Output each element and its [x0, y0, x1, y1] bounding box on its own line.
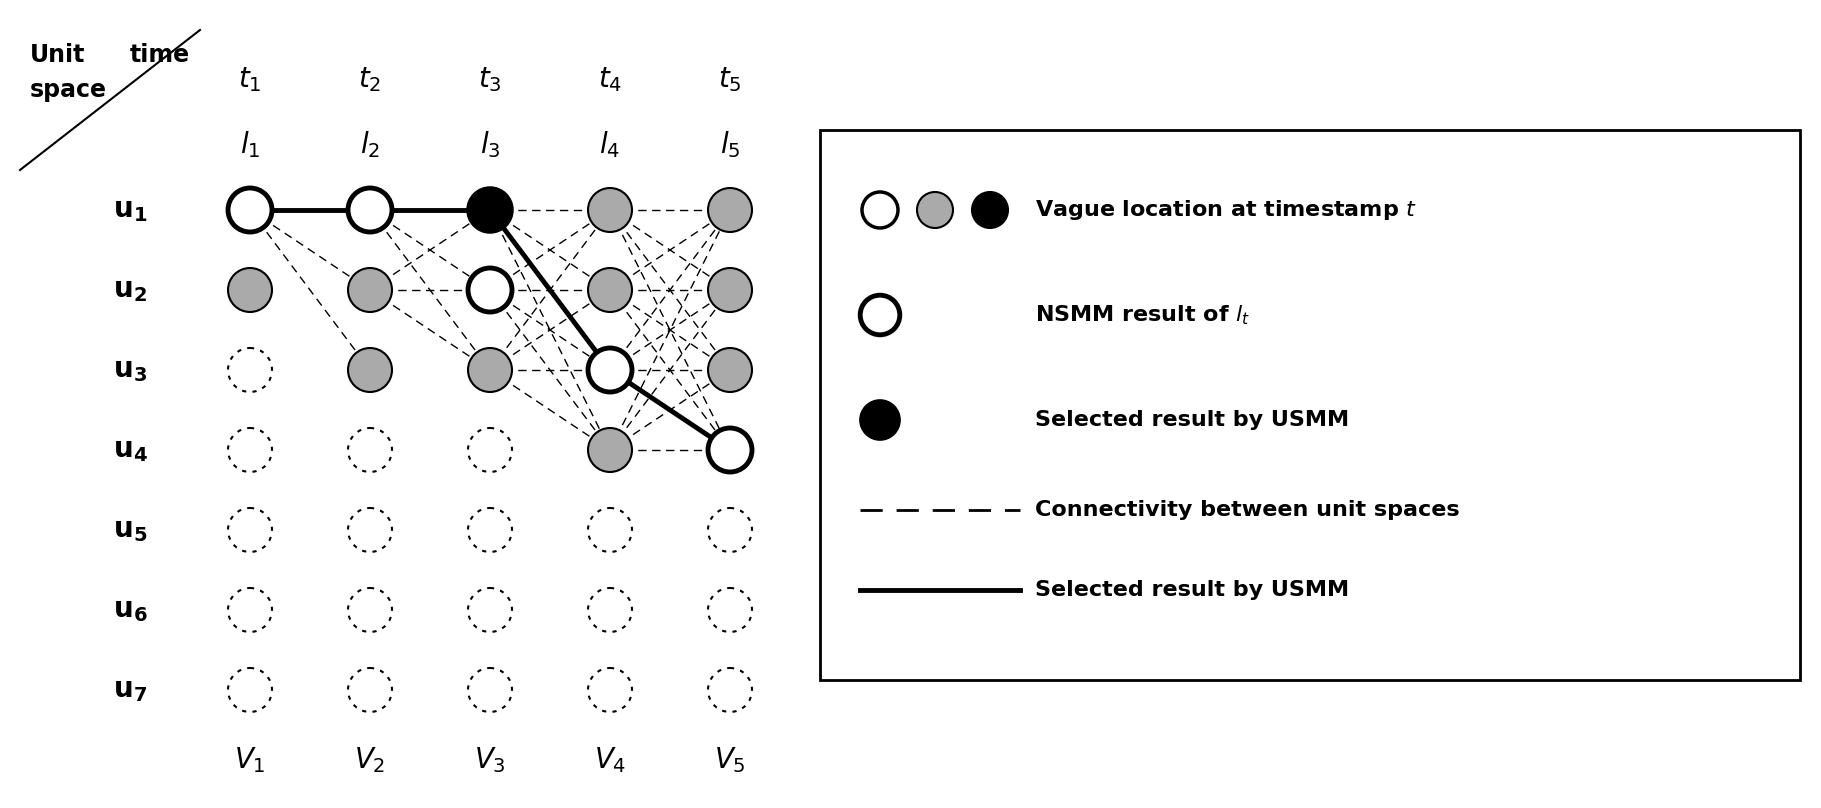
Text: $V_1$: $V_1$: [235, 745, 266, 775]
Circle shape: [708, 588, 752, 632]
Circle shape: [708, 668, 752, 712]
Text: Selected result by USMM: Selected result by USMM: [1034, 580, 1349, 600]
Circle shape: [708, 348, 752, 392]
Circle shape: [972, 192, 1009, 228]
Text: $\mathbf{u_3}$: $\mathbf{u_3}$: [113, 356, 148, 384]
Circle shape: [348, 188, 392, 232]
Circle shape: [468, 428, 512, 472]
Circle shape: [708, 428, 752, 472]
Text: $l_4$: $l_4$: [599, 129, 621, 161]
Circle shape: [861, 192, 898, 228]
Circle shape: [348, 668, 392, 712]
Text: $t_1$: $t_1$: [239, 65, 262, 95]
Circle shape: [588, 508, 632, 552]
Text: $t_5$: $t_5$: [717, 65, 741, 95]
Circle shape: [468, 668, 512, 712]
Circle shape: [588, 668, 632, 712]
Text: Connectivity between unit spaces: Connectivity between unit spaces: [1034, 500, 1460, 520]
Circle shape: [860, 295, 900, 335]
Text: Vague location at timestamp $t$: Vague location at timestamp $t$: [1034, 198, 1417, 222]
Circle shape: [348, 508, 392, 552]
Text: $t_4$: $t_4$: [597, 65, 623, 95]
Circle shape: [588, 348, 632, 392]
Text: $l_1$: $l_1$: [240, 129, 260, 161]
Text: $l_3$: $l_3$: [479, 129, 501, 161]
Text: $l_5$: $l_5$: [719, 129, 739, 161]
Circle shape: [468, 188, 512, 232]
Circle shape: [228, 268, 271, 312]
Circle shape: [348, 348, 392, 392]
Circle shape: [588, 268, 632, 312]
FancyBboxPatch shape: [819, 130, 1799, 680]
Circle shape: [588, 188, 632, 232]
Circle shape: [348, 428, 392, 472]
Circle shape: [468, 588, 512, 632]
Text: $V_4$: $V_4$: [594, 745, 626, 775]
Text: time: time: [129, 43, 189, 67]
Text: Selected result by USMM: Selected result by USMM: [1034, 410, 1349, 430]
Text: $\mathbf{u_7}$: $\mathbf{u_7}$: [113, 676, 148, 704]
Circle shape: [468, 268, 512, 312]
Circle shape: [228, 348, 271, 392]
Text: $l_2$: $l_2$: [361, 129, 381, 161]
Circle shape: [468, 348, 512, 392]
Text: $\mathbf{u_6}$: $\mathbf{u_6}$: [113, 596, 148, 624]
Text: $\mathbf{u_5}$: $\mathbf{u_5}$: [113, 516, 148, 544]
Text: $\mathbf{u_2}$: $\mathbf{u_2}$: [113, 276, 148, 304]
Text: Unit: Unit: [29, 43, 86, 67]
Circle shape: [228, 668, 271, 712]
Circle shape: [468, 508, 512, 552]
Circle shape: [348, 268, 392, 312]
Circle shape: [708, 188, 752, 232]
Text: space: space: [29, 78, 107, 102]
Text: $t_3$: $t_3$: [479, 65, 503, 95]
Circle shape: [348, 588, 392, 632]
Text: $V_3$: $V_3$: [473, 745, 506, 775]
Circle shape: [588, 428, 632, 472]
Circle shape: [708, 268, 752, 312]
Circle shape: [228, 188, 271, 232]
Text: NSMM result of $l_t$: NSMM result of $l_t$: [1034, 303, 1251, 326]
Circle shape: [588, 588, 632, 632]
Circle shape: [228, 588, 271, 632]
Circle shape: [918, 192, 952, 228]
Text: $V_2$: $V_2$: [355, 745, 386, 775]
Text: $t_2$: $t_2$: [359, 65, 382, 95]
Text: $\mathbf{u_1}$: $\mathbf{u_1}$: [113, 196, 148, 224]
Circle shape: [228, 508, 271, 552]
Text: $V_5$: $V_5$: [714, 745, 747, 775]
Circle shape: [228, 428, 271, 472]
Circle shape: [708, 508, 752, 552]
Circle shape: [860, 400, 900, 440]
Text: $\mathbf{u_4}$: $\mathbf{u_4}$: [113, 436, 148, 464]
